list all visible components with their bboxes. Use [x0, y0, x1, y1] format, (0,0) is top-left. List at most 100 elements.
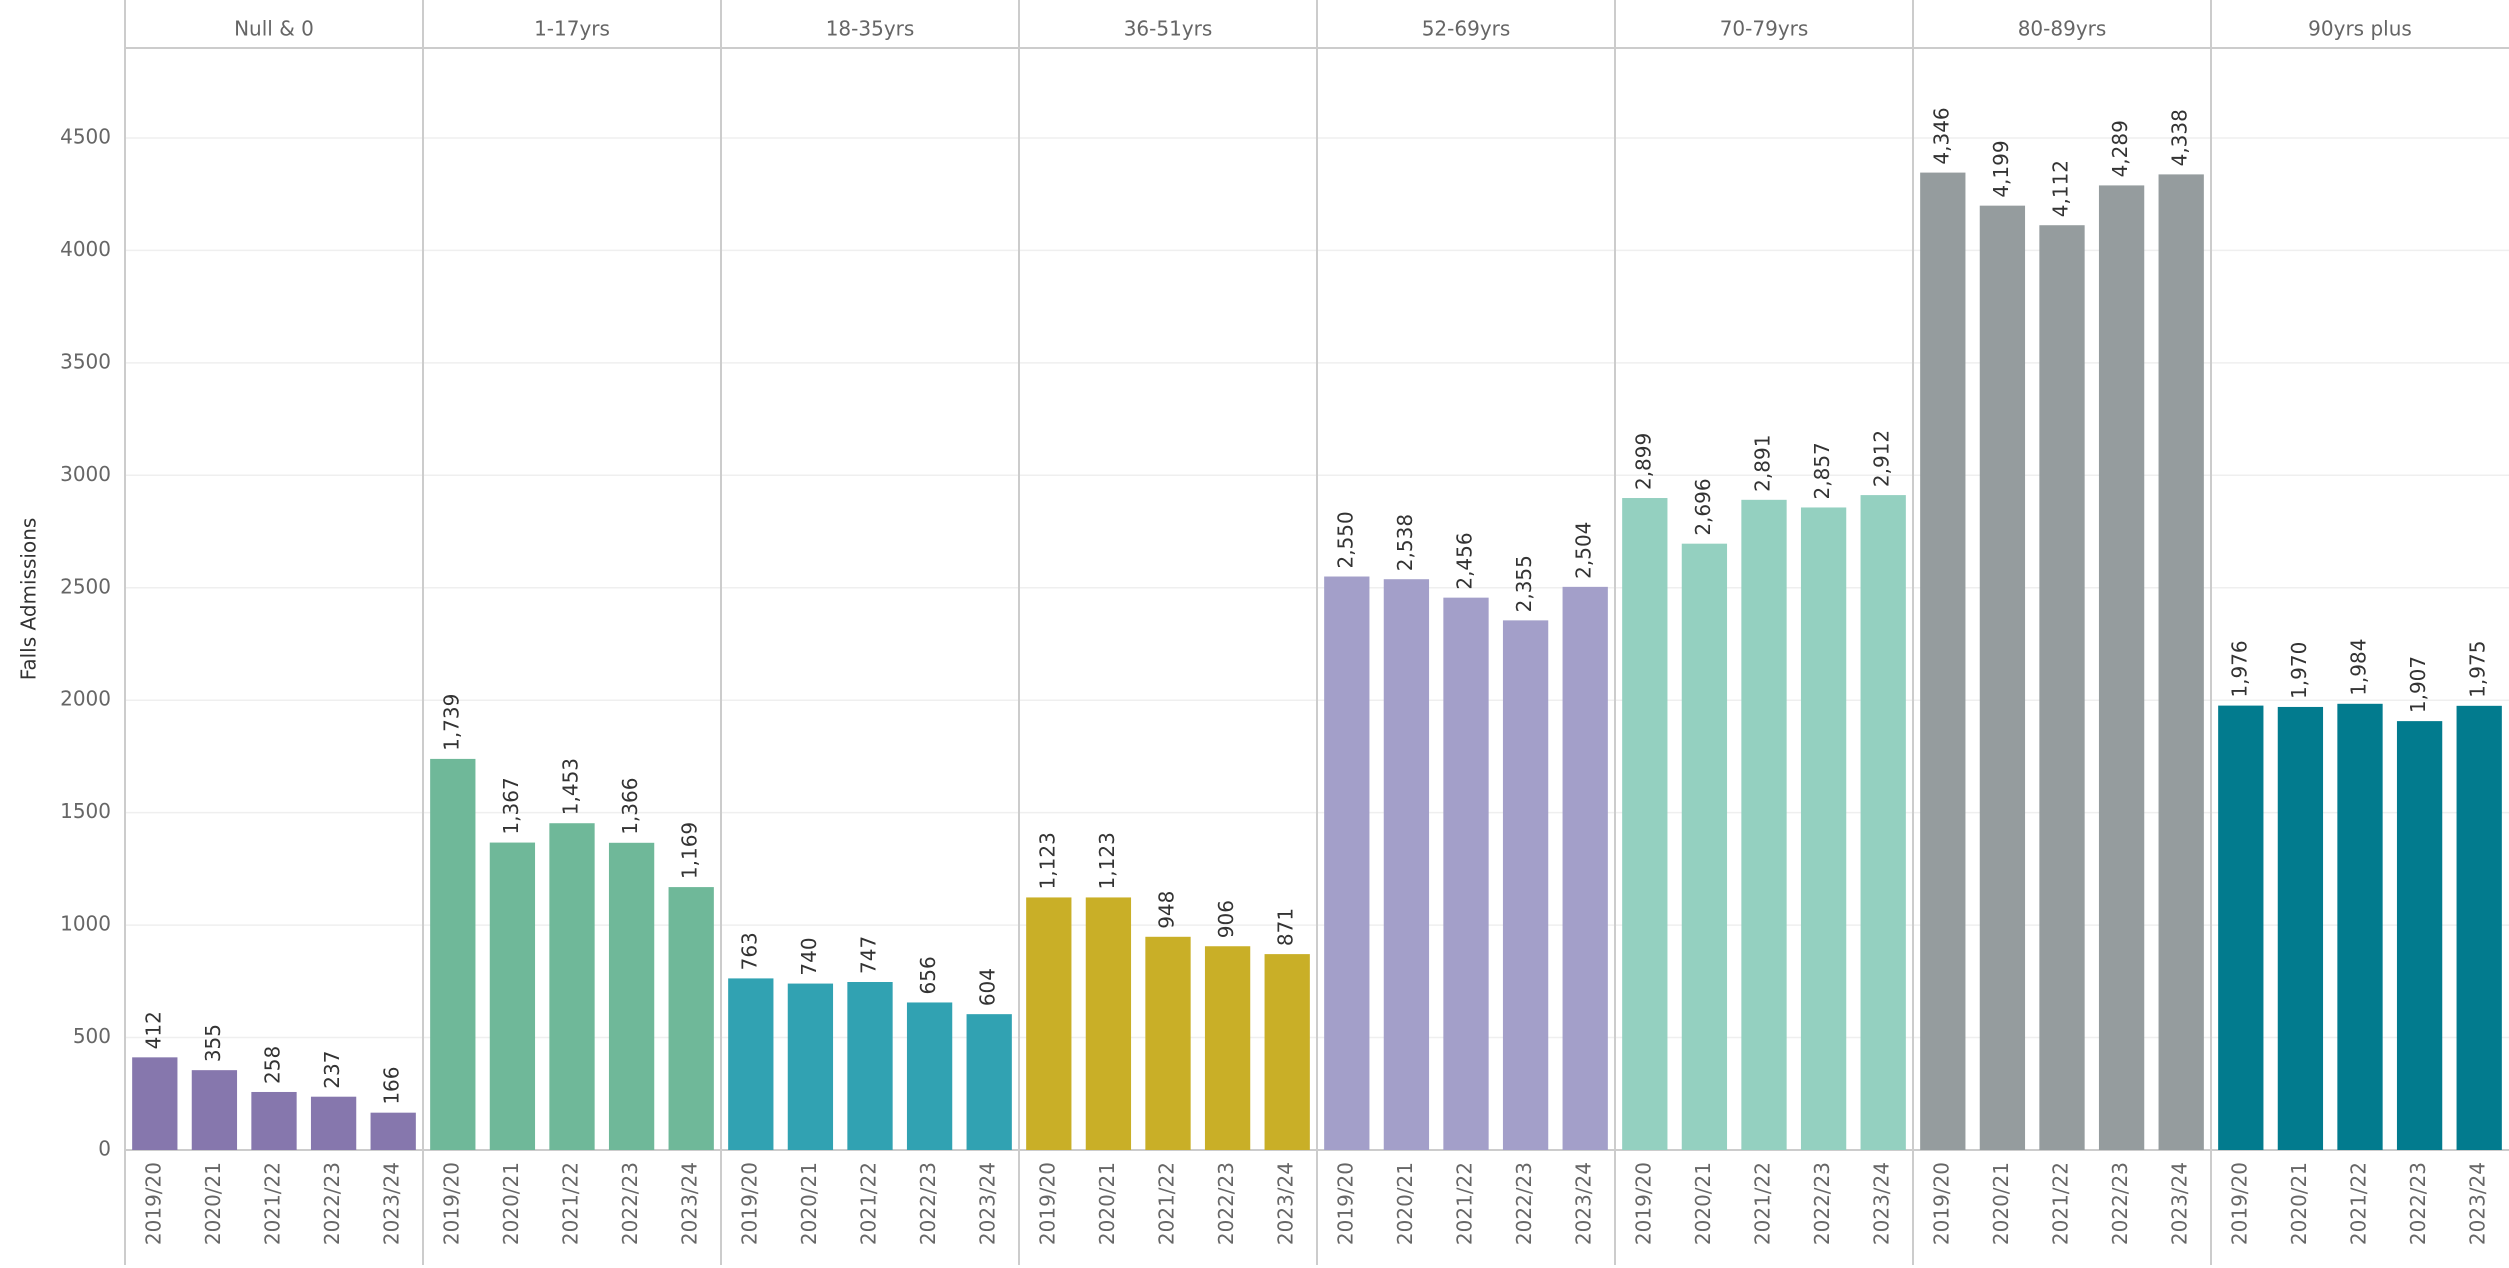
value-label: 1,367	[499, 777, 523, 834]
y-tick-label: 0	[98, 1137, 111, 1161]
value-label: 656	[916, 956, 940, 994]
x-tick-label: 2020/21	[201, 1162, 225, 1245]
x-tick-label: 2023/24	[1274, 1162, 1298, 1245]
bar	[847, 982, 893, 1150]
bar	[1026, 897, 1072, 1150]
value-label: 412	[141, 1011, 165, 1049]
value-label: 1,123	[1035, 832, 1059, 889]
value-label: 2,550	[1333, 511, 1357, 568]
bar	[310, 1096, 357, 1150]
x-tick-label: 2023/24	[2168, 1162, 2192, 1245]
x-tick-label: 2022/23	[2108, 1162, 2132, 1245]
x-tick-label: 2021/22	[2347, 1162, 2371, 1245]
value-label: 740	[797, 937, 821, 975]
bar	[1860, 495, 1906, 1150]
x-tick-label: 2023/24	[2466, 1162, 2490, 1245]
value-label: 948	[1155, 891, 1179, 929]
panel-header: 70-79yrs	[1720, 17, 1809, 41]
x-tick-label: 2019/20	[737, 1162, 761, 1245]
value-label: 2,899	[1631, 433, 1655, 490]
bar	[1145, 936, 1191, 1150]
value-label: 4,199	[1989, 140, 2013, 197]
value-label: 906	[1214, 900, 1238, 938]
x-tick-label: 2023/24	[1572, 1162, 1596, 1245]
bar	[191, 1070, 238, 1150]
bar	[608, 842, 655, 1150]
x-tick-label: 2023/24	[678, 1162, 702, 1245]
x-tick-label: 2020/21	[1691, 1162, 1715, 1245]
value-label: 2,696	[1691, 478, 1715, 535]
x-tick-label: 2020/21	[1989, 1162, 2013, 1245]
y-tick-label: 3000	[60, 462, 111, 486]
panel-header: 52-69yrs	[1422, 17, 1511, 41]
value-label: 2,891	[1751, 435, 1775, 492]
value-label: 1,975	[2466, 641, 2490, 698]
x-tick-label: 2021/22	[1453, 1162, 1477, 1245]
x-tick-label: 2019/20	[439, 1162, 463, 1245]
value-label: 258	[261, 1046, 285, 1084]
x-tick-label: 2022/23	[2406, 1162, 2430, 1245]
x-tick-label: 2019/20	[1929, 1162, 1953, 1245]
value-label: 1,123	[1095, 832, 1119, 889]
x-tick-label: 2021/22	[857, 1162, 881, 1245]
value-label: 2,456	[1453, 532, 1477, 589]
x-tick-label: 2022/23	[916, 1162, 940, 1245]
bar	[251, 1091, 297, 1150]
value-label: 2,857	[1810, 442, 1834, 499]
bar	[906, 1002, 953, 1150]
x-tick-label: 2022/23	[618, 1162, 642, 1245]
x-tick-label: 2021/22	[1751, 1162, 1775, 1245]
x-tick-label: 2021/22	[559, 1162, 583, 1245]
x-tick-label: 2020/21	[1095, 1162, 1119, 1245]
bar	[1920, 172, 1966, 1150]
bar	[1562, 586, 1608, 1150]
bar	[430, 758, 476, 1150]
value-label: 4,338	[2168, 109, 2192, 166]
bar	[1502, 620, 1549, 1150]
x-tick-label: 2023/24	[976, 1162, 1000, 1245]
bar	[1741, 499, 1787, 1150]
value-label: 1,169	[678, 822, 702, 879]
value-label: 763	[737, 932, 761, 970]
bar	[966, 1014, 1012, 1150]
value-label: 355	[201, 1024, 225, 1062]
bar	[2396, 721, 2443, 1150]
x-tick-label: 2021/22	[2049, 1162, 2073, 1245]
bar	[1383, 579, 1430, 1150]
panel-header: 80-89yrs	[2018, 17, 2107, 41]
bar	[728, 978, 774, 1150]
bar	[1085, 897, 1132, 1150]
y-tick-label: 4000	[60, 237, 111, 261]
x-tick-label: 2019/20	[1333, 1162, 1357, 1245]
bar	[787, 983, 834, 1150]
value-label: 2,504	[1572, 522, 1596, 579]
bar	[1622, 498, 1668, 1150]
value-label: 1,984	[2347, 639, 2371, 696]
value-label: 4,289	[2108, 120, 2132, 177]
value-label: 747	[857, 936, 881, 974]
x-tick-label: 2021/22	[1155, 1162, 1179, 1245]
value-label: 1,907	[2406, 656, 2430, 713]
x-tick-label: 2022/23	[320, 1162, 344, 1245]
bar	[668, 887, 714, 1150]
bar	[2277, 706, 2324, 1150]
x-tick-label: 2019/20	[141, 1162, 165, 1245]
value-label: 4,346	[1929, 107, 1953, 164]
value-label: 1,976	[2227, 640, 2251, 697]
x-tick-label: 2020/21	[1393, 1162, 1417, 1245]
bar	[1324, 576, 1370, 1150]
panel-header: 90yrs plus	[2308, 17, 2412, 41]
value-label: 237	[320, 1051, 344, 1089]
bar	[2456, 705, 2502, 1150]
value-label: 4,112	[2049, 160, 2073, 217]
panel-header: 18-35yrs	[826, 17, 915, 41]
bar	[2039, 225, 2085, 1150]
bar	[370, 1112, 416, 1150]
y-tick-label: 1000	[60, 912, 111, 936]
panel-header: 1-17yrs	[534, 17, 610, 41]
bar	[1800, 507, 1847, 1150]
x-tick-label: 2020/21	[2287, 1162, 2311, 1245]
value-label: 871	[1274, 908, 1298, 946]
bar	[2158, 174, 2204, 1151]
